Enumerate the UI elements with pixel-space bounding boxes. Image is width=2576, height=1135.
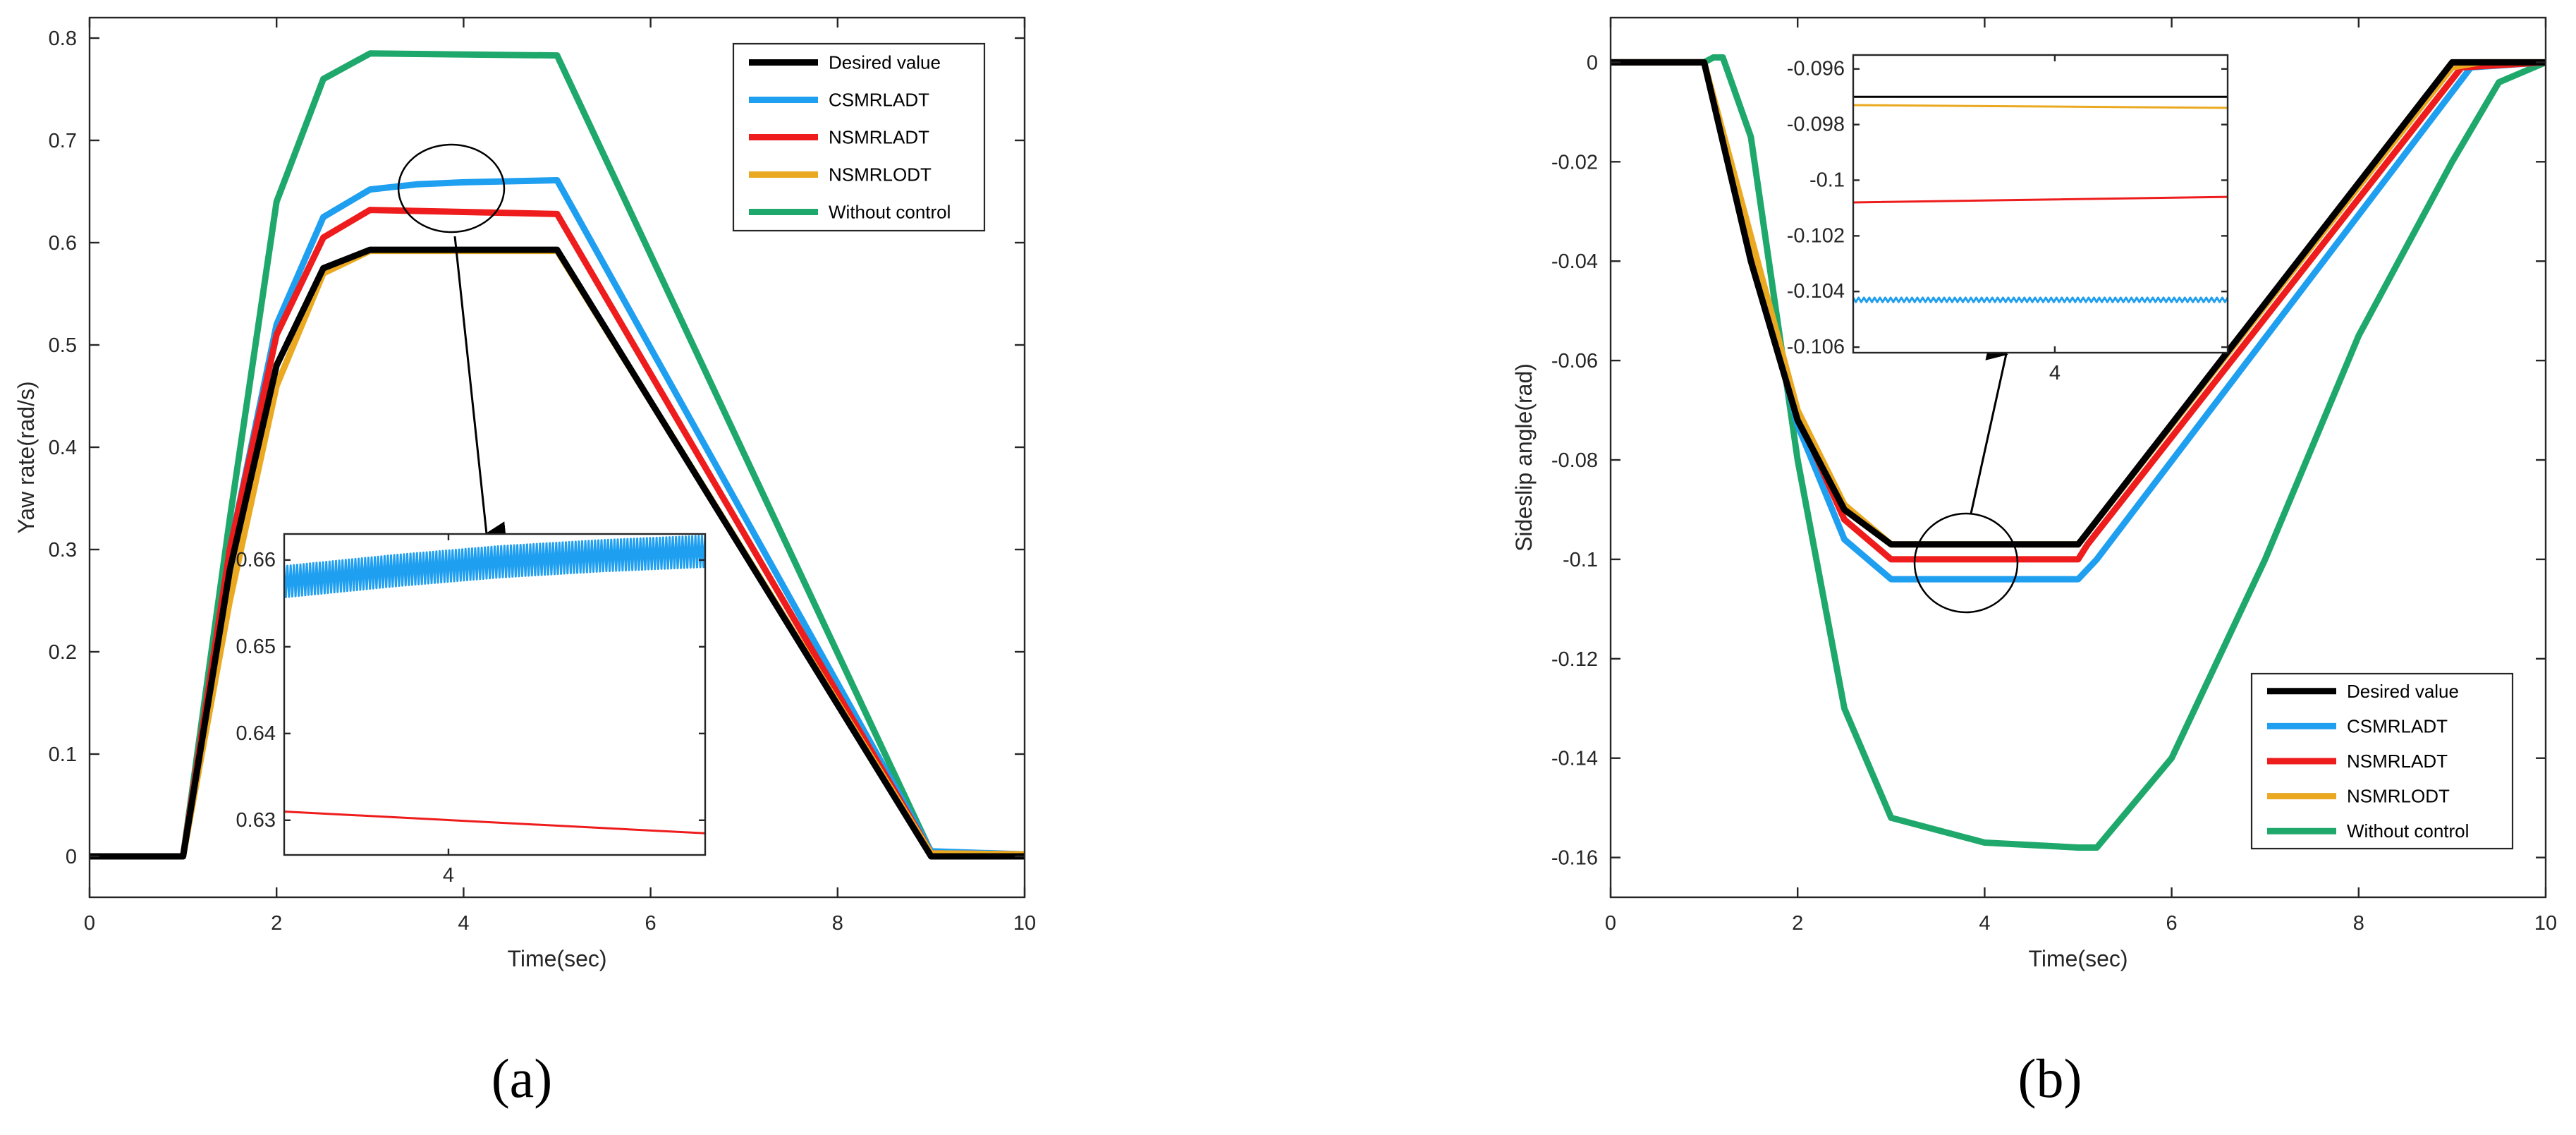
- legend-label-nsmrladt: NSMRLADT: [829, 127, 929, 148]
- legend-label-without-control: Without control: [2347, 820, 2469, 842]
- inset-y-tick-label: 0.65: [236, 636, 276, 658]
- inset-y-tick-label: -0.106: [1787, 336, 1845, 358]
- zoom-inset: 4 0.63 0.64 0.65 0.66: [236, 533, 707, 887]
- x-tick-label: 8: [2353, 912, 2364, 935]
- legend-label-nsmrlodt: NSMRLODT: [829, 164, 932, 186]
- inset-y-tick-label: -0.102: [1787, 224, 1845, 247]
- zoom-arrow: [1970, 339, 2008, 514]
- y-tick-label: -0.02: [1551, 151, 1598, 174]
- y-tick-label: 0.7: [49, 130, 77, 152]
- x-axis-label: Time(sec): [507, 946, 606, 971]
- x-axis-label: Time(sec): [2028, 946, 2128, 971]
- legend-label-without-control: Without control: [829, 202, 951, 223]
- inset-x-tick-label: 4: [443, 864, 454, 887]
- panel-label: (a): [492, 1048, 553, 1109]
- legend-label-nsmrlodt: NSMRLODT: [2347, 786, 2450, 807]
- x-tick-label: 2: [1792, 912, 1803, 935]
- legend: Desired value CSMRLADT NSMRLADT NSMRLODT Wit…: [2250, 672, 2514, 850]
- y-tick-label: 0.6: [49, 232, 77, 255]
- panel-label: (b): [2018, 1048, 2082, 1109]
- y-tick-label: 0: [66, 846, 77, 868]
- chart-panel-a: 0 2 4 6 8 10 0 0.1 0.2 0.3 0.4 0.5 0.6 0.7 0.8 Time(sec…: [13, 16, 1036, 1109]
- inset-series-line-csmrladt: [284, 535, 705, 598]
- y-axis-label: Sideslip angle(rad): [1511, 363, 1537, 552]
- legend-label-desired-value: Desired value: [829, 52, 941, 73]
- legend-label-csmrladt: CSMRLADT: [829, 90, 929, 111]
- y-tick-label: 0.1: [49, 743, 77, 766]
- inset-y-tick-label: 0.63: [236, 809, 276, 832]
- y-tick-label: -0.08: [1551, 449, 1598, 472]
- legend-label-nsmrladt: NSMRLADT: [2347, 751, 2448, 772]
- x-tick-label: 0: [1605, 912, 1616, 935]
- y-tick-label: 0.2: [49, 641, 77, 664]
- inset-series-line-nsmrladt: [284, 811, 705, 834]
- y-tick-label: -0.04: [1551, 250, 1598, 273]
- inset-series-line-nsmrlodt: [1853, 104, 2228, 109]
- inset-x-tick-label: 4: [2049, 362, 2061, 384]
- inset-y-tick-label: -0.098: [1787, 114, 1845, 136]
- chart-panel-b: 0 2 4 6 8 10 0 -0.02 -0.04 -0.06 -0.08 -0.1 -0.12 -0.…: [1511, 16, 2557, 1109]
- y-tick-label: 0.4: [49, 437, 77, 459]
- y-tick-label: 0.3: [49, 539, 77, 562]
- inset-series-line-nsmrladt: [1853, 195, 2228, 204]
- y-tick-label: -0.1: [1563, 549, 1598, 571]
- zoom-circle: [397, 143, 506, 233]
- inset-y-tick-label: -0.1: [1809, 169, 1845, 191]
- x-tick-label: 4: [458, 912, 469, 935]
- inset-frame: [1852, 54, 2229, 354]
- legend-label-csmrladt: CSMRLADT: [2347, 715, 2448, 736]
- x-tick-label: 6: [645, 912, 657, 935]
- y-tick-label: -0.06: [1551, 350, 1598, 372]
- inset-y-tick-label: -0.104: [1787, 280, 1845, 303]
- y-tick-label: -0.16: [1551, 847, 1598, 870]
- series-group: [90, 50, 1025, 860]
- x-tick-label: 4: [1979, 912, 1990, 935]
- legend: Desired value CSMRLADT NSMRLADT NSMRLODT Wit…: [732, 42, 986, 232]
- zoom-circle: [1913, 512, 2019, 614]
- inset-frame: [283, 533, 707, 856]
- x-tick-label: 10: [1013, 912, 1036, 935]
- y-tick-label: 0: [1587, 51, 1598, 74]
- y-tick-label: 0.5: [49, 334, 77, 357]
- series-group: [1611, 54, 2546, 851]
- x-tick-label: 6: [2166, 912, 2178, 935]
- inset-series-line-csmrladt: [1853, 296, 2228, 303]
- series-line-desired-value: [1611, 59, 2546, 548]
- series-line-desired-value: [90, 246, 1025, 860]
- zoom-arrow: [453, 236, 507, 543]
- legend-label-desired-value: Desired value: [2347, 681, 2459, 702]
- series-line-without-control: [1611, 54, 2546, 851]
- x-tick-label: 8: [832, 912, 843, 935]
- inset-background: [1853, 55, 2228, 353]
- plot-frame: [1609, 16, 2547, 899]
- y-tick-label: -0.14: [1551, 748, 1598, 770]
- inset-y-tick-label: -0.096: [1787, 58, 1845, 80]
- y-tick-label: 0.8: [49, 28, 77, 50]
- inset-y-tick-label: 0.64: [236, 722, 276, 745]
- y-tick-label: -0.12: [1551, 648, 1598, 671]
- y-axis-label: Yaw rate(rad/s): [13, 381, 39, 533]
- x-tick-label: 2: [271, 912, 282, 935]
- inset-y-tick-label: 0.66: [236, 549, 276, 571]
- zoom-inset: 4 -0.096 -0.098 -0.1 -0.102 -0.104 -0.106: [1787, 54, 2229, 384]
- plot-frame: [88, 16, 1026, 899]
- x-tick-label: 0: [84, 912, 95, 935]
- x-tick-label: 10: [2534, 912, 2557, 935]
